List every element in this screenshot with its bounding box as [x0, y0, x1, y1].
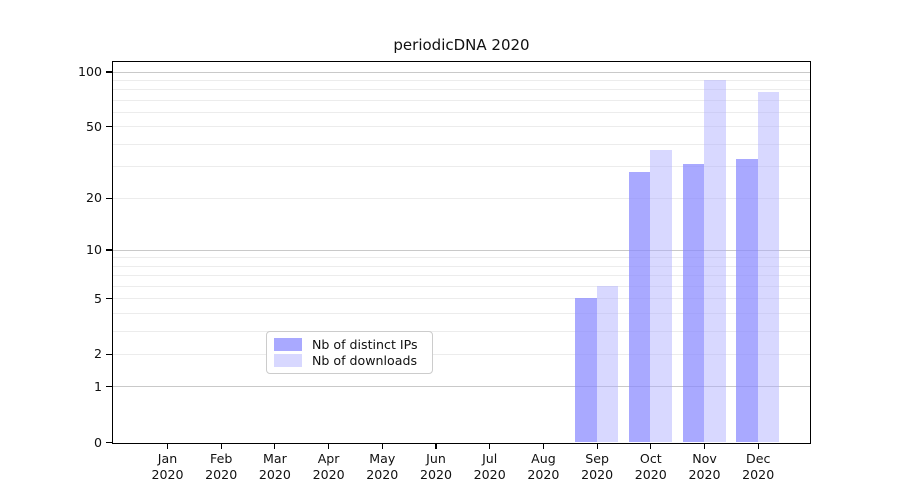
- bar-nb-of-downloads-sep: [596, 285, 619, 442]
- y-tick-label: 20: [85, 190, 102, 206]
- x-tick-mark: [166, 444, 169, 449]
- minor-gridline: [113, 330, 810, 332]
- legend-label: Nb of distinct IPs: [312, 337, 418, 352]
- plot-area: [112, 61, 811, 444]
- x-tick-label-nov: Nov 2020: [688, 451, 721, 482]
- y-tick-label: 1: [93, 378, 102, 394]
- x-tick-label-may: May 2020: [366, 451, 399, 482]
- y-tick-label: 10: [85, 242, 102, 257]
- minor-gridline: [113, 112, 810, 113]
- y-tick-mark: [106, 386, 112, 388]
- x-tick-mark: [328, 444, 330, 449]
- minor-gridline: [113, 79, 810, 81]
- minor-gridline: [113, 143, 810, 145]
- x-tick-label-jan: Jan 2020: [151, 451, 184, 482]
- minor-gridline: [113, 312, 810, 314]
- bar-nb-of-downloads-nov: [704, 79, 726, 442]
- major-gridline: [113, 71, 810, 73]
- y-tick-mark: [106, 71, 112, 73]
- y-tick-label: 2: [93, 346, 102, 362]
- x-tick-mark: [650, 444, 652, 449]
- y-tick-mark: [106, 353, 112, 355]
- minor-gridline: [113, 265, 810, 267]
- x-tick-mark: [381, 444, 383, 449]
- x-tick-mark: [542, 444, 544, 449]
- y-tick-label: 100: [77, 64, 102, 79]
- x-tick-mark: [757, 444, 759, 449]
- major-gridline: [113, 386, 810, 388]
- legend-swatch-icon: [274, 354, 302, 367]
- x-tick-mark: [274, 444, 276, 449]
- x-tick-mark: [220, 444, 222, 449]
- minor-gridline: [113, 285, 810, 287]
- minor-gridline: [113, 275, 810, 277]
- bar-nb-of-distinct-ips-oct: [628, 171, 651, 442]
- x-tick-label-dec: Dec 2020: [742, 451, 775, 482]
- x-tick-mark: [703, 444, 706, 449]
- legend-item: Nb of downloads: [274, 354, 423, 367]
- y-tick-mark: [106, 126, 112, 128]
- minor-gridline: [113, 353, 810, 355]
- x-tick-mark: [596, 444, 598, 449]
- minor-gridline: [113, 89, 810, 91]
- x-tick-label-jul: Jul 2020: [473, 451, 506, 482]
- major-gridline: [113, 249, 810, 251]
- legend-swatch-icon: [274, 338, 302, 351]
- y-tick-mark: [106, 441, 112, 444]
- x-tick-mark: [435, 444, 437, 449]
- minor-gridline: [113, 298, 810, 300]
- x-tick-label-feb: Feb 2020: [205, 451, 238, 482]
- legend-label: Nb of downloads: [312, 353, 418, 368]
- bar-nb-of-downloads-dec: [757, 92, 780, 442]
- x-tick-label-apr: Apr 2020: [312, 451, 345, 482]
- x-tick-label-mar: Mar 2020: [258, 451, 291, 482]
- y-tick-mark: [106, 249, 112, 251]
- bar-nb-of-downloads-oct: [650, 150, 672, 442]
- legend-item: Nb of distinct IPs: [274, 338, 423, 351]
- y-tick-label: 0: [93, 434, 102, 450]
- minor-gridline: [113, 197, 810, 199]
- bar-nb-of-distinct-ips-dec: [736, 158, 758, 442]
- legend: Nb of distinct IPs Nb of downloads: [266, 331, 433, 374]
- bar-nb-of-distinct-ips-nov: [682, 163, 704, 442]
- minor-gridline: [113, 99, 810, 101]
- x-tick-mark: [489, 444, 491, 449]
- y-tick-label: 50: [85, 118, 102, 134]
- y-tick-mark: [106, 298, 112, 300]
- x-tick-label-sep: Sep 2020: [581, 451, 614, 482]
- y-tick-label: 5: [93, 290, 102, 306]
- minor-gridline: [113, 126, 810, 128]
- minor-gridline: [113, 257, 810, 259]
- minor-gridline: [113, 166, 810, 168]
- x-tick-label-oct: Oct 2020: [634, 451, 667, 482]
- x-tick-label-jun: Jun 2020: [419, 451, 453, 482]
- chart-title: periodicDNA 2020: [393, 36, 530, 54]
- y-tick-mark: [106, 197, 112, 199]
- bar-nb-of-distinct-ips-sep: [575, 298, 597, 442]
- x-tick-label-aug: Aug 2020: [527, 451, 560, 482]
